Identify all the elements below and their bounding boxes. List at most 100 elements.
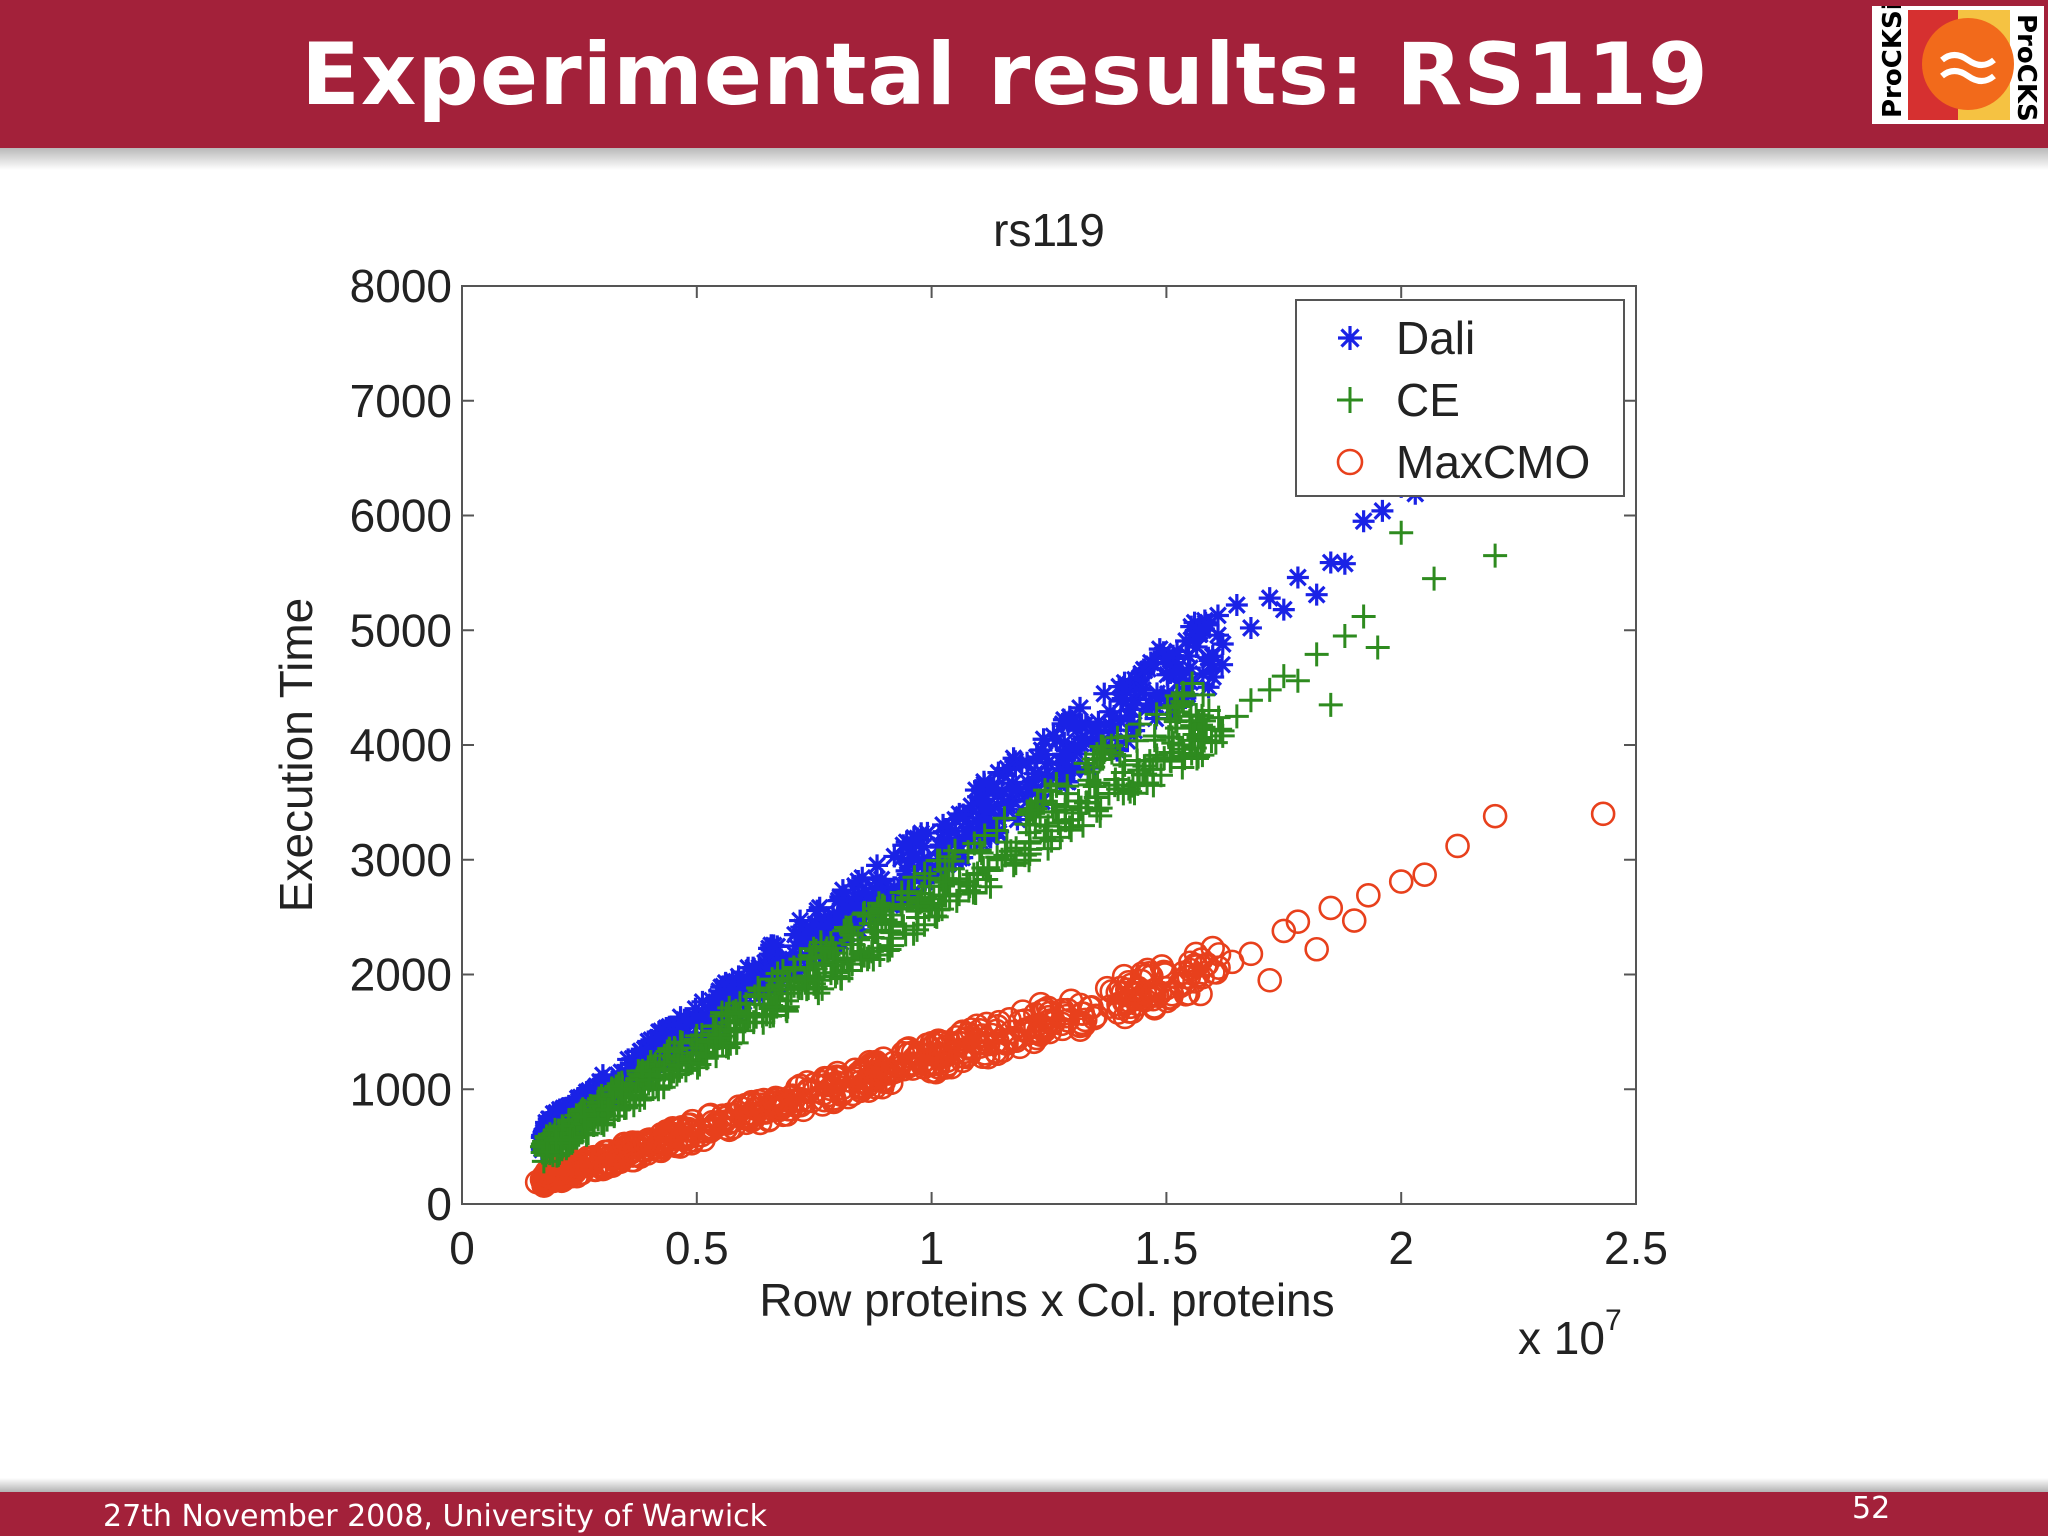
- point-ce: [708, 1025, 733, 1050]
- point-ce: [933, 883, 958, 908]
- point-ce: [1046, 811, 1071, 836]
- point-ce: [595, 1097, 620, 1122]
- point-dali: [929, 836, 952, 859]
- point-maxcmo: [632, 1129, 658, 1155]
- point-ce: [778, 977, 803, 1002]
- point-dali: [789, 909, 812, 932]
- point-maxcmo: [1318, 895, 1344, 921]
- point-dali: [897, 851, 920, 874]
- header-shadow: [0, 148, 2048, 170]
- cloud-point-dali: [972, 770, 995, 793]
- logo-text-right: ProCKSi: [2011, 14, 2041, 124]
- point-maxcmo: [928, 1042, 954, 1068]
- cloud-point-ce: [967, 838, 992, 863]
- cloud-point-dali: [996, 794, 1019, 817]
- cloud-point-dali: [889, 847, 912, 870]
- cloud-point-dali: [1061, 756, 1084, 779]
- point-ce: [572, 1104, 597, 1129]
- cloud-point-ce: [1196, 698, 1221, 723]
- point-ce: [1332, 623, 1357, 648]
- x-multiplier-base: x 10: [1518, 1312, 1605, 1364]
- point-maxcmo: [703, 1111, 728, 1136]
- cloud-point-dali: [1185, 635, 1208, 658]
- point-maxcmo: [1238, 941, 1264, 967]
- cloud-point-ce: [1001, 853, 1026, 878]
- point-dali: [629, 1040, 652, 1063]
- point-dali: [1211, 633, 1234, 656]
- point-ce: [750, 1003, 775, 1028]
- point-dali: [1305, 583, 1328, 606]
- point-maxcmo: [661, 1121, 686, 1147]
- point-ce: [990, 847, 1015, 872]
- point-maxcmo: [1013, 1017, 1038, 1042]
- point-ce: [1422, 566, 1447, 591]
- cloud-point-dali: [1202, 666, 1225, 689]
- point-dali: [1146, 682, 1169, 705]
- cloud-point-dali: [1045, 729, 1068, 752]
- cloud-point-dali: [725, 970, 748, 993]
- point-dali: [1371, 499, 1394, 522]
- point-ce: [1365, 635, 1390, 660]
- cloud-point-dali: [870, 868, 893, 891]
- cloud-point-dali: [828, 907, 851, 930]
- point-ce: [961, 862, 986, 887]
- point-ce: [1210, 723, 1235, 748]
- point-ce: [1130, 762, 1155, 787]
- point-maxcmo: [858, 1065, 883, 1091]
- point-maxcmo: [1482, 803, 1508, 829]
- y-tick-label: 8000: [350, 260, 452, 312]
- cloud-point-ce: [896, 881, 921, 906]
- cloud-point-dali: [713, 980, 736, 1003]
- cloud-point-dali: [676, 1010, 699, 1033]
- cloud-point-dali: [982, 777, 1005, 800]
- point-maxcmo: [1069, 1001, 1095, 1026]
- cloud-point-ce: [1155, 695, 1180, 720]
- cloud-point-dali: [1036, 751, 1059, 774]
- point-maxcmo: [1111, 989, 1137, 1015]
- x-tick-label: 0: [449, 1222, 475, 1274]
- point-ce: [558, 1127, 583, 1152]
- logo-text-left: ProCKSi: [1878, 6, 1908, 118]
- point-maxcmo: [872, 1060, 897, 1086]
- cloud-point-dali: [1057, 713, 1080, 736]
- cloud-point-ce: [1085, 784, 1110, 809]
- point-dali: [742, 956, 765, 979]
- cloud-point-maxcmo: [1200, 935, 1225, 961]
- cloud-point-dali: [1123, 719, 1146, 742]
- cloud-point-dali: [944, 820, 967, 843]
- cloud-point-dali: [1048, 757, 1071, 780]
- cloud-point-ce: [1077, 768, 1102, 793]
- cloud-point-dali: [1080, 729, 1103, 752]
- point-maxcmo: [956, 1034, 982, 1060]
- point-maxcmo: [830, 1075, 855, 1101]
- point-ce: [849, 939, 874, 964]
- point-ce: [1351, 604, 1376, 629]
- point-ce: [534, 1140, 559, 1165]
- cloud-point-ce: [828, 966, 853, 991]
- legend-marker-maxcmo: [1336, 448, 1364, 476]
- cloud-point-dali: [1014, 783, 1037, 806]
- point-dali: [756, 965, 779, 988]
- cloud-point-dali: [640, 1028, 663, 1051]
- point-maxcmo: [1083, 1003, 1109, 1029]
- cloud-point-ce: [936, 844, 961, 869]
- point-ce: [722, 1019, 747, 1044]
- y-tick-label: 1000: [350, 1063, 452, 1115]
- cloud-point-dali: [1142, 652, 1165, 675]
- cloud-point-maxcmo: [958, 1017, 984, 1042]
- point-ce: [877, 918, 902, 943]
- cloud-point-dali: [1156, 663, 1179, 686]
- cloud-point-dali: [1113, 671, 1136, 694]
- point-ce: [1389, 520, 1414, 545]
- y-tick-label: 3000: [350, 834, 452, 886]
- point-maxcmo: [815, 1082, 841, 1108]
- cloud-point-dali: [785, 935, 808, 958]
- cloud-point-dali: [591, 1064, 614, 1087]
- cloud-point-maxcmo: [972, 1041, 998, 1066]
- point-dali: [976, 793, 999, 816]
- cloud-point-dali: [806, 927, 829, 950]
- point-ce: [1177, 728, 1202, 753]
- point-ce: [1088, 796, 1113, 821]
- point-dali: [1038, 768, 1060, 791]
- point-dali: [1239, 616, 1262, 639]
